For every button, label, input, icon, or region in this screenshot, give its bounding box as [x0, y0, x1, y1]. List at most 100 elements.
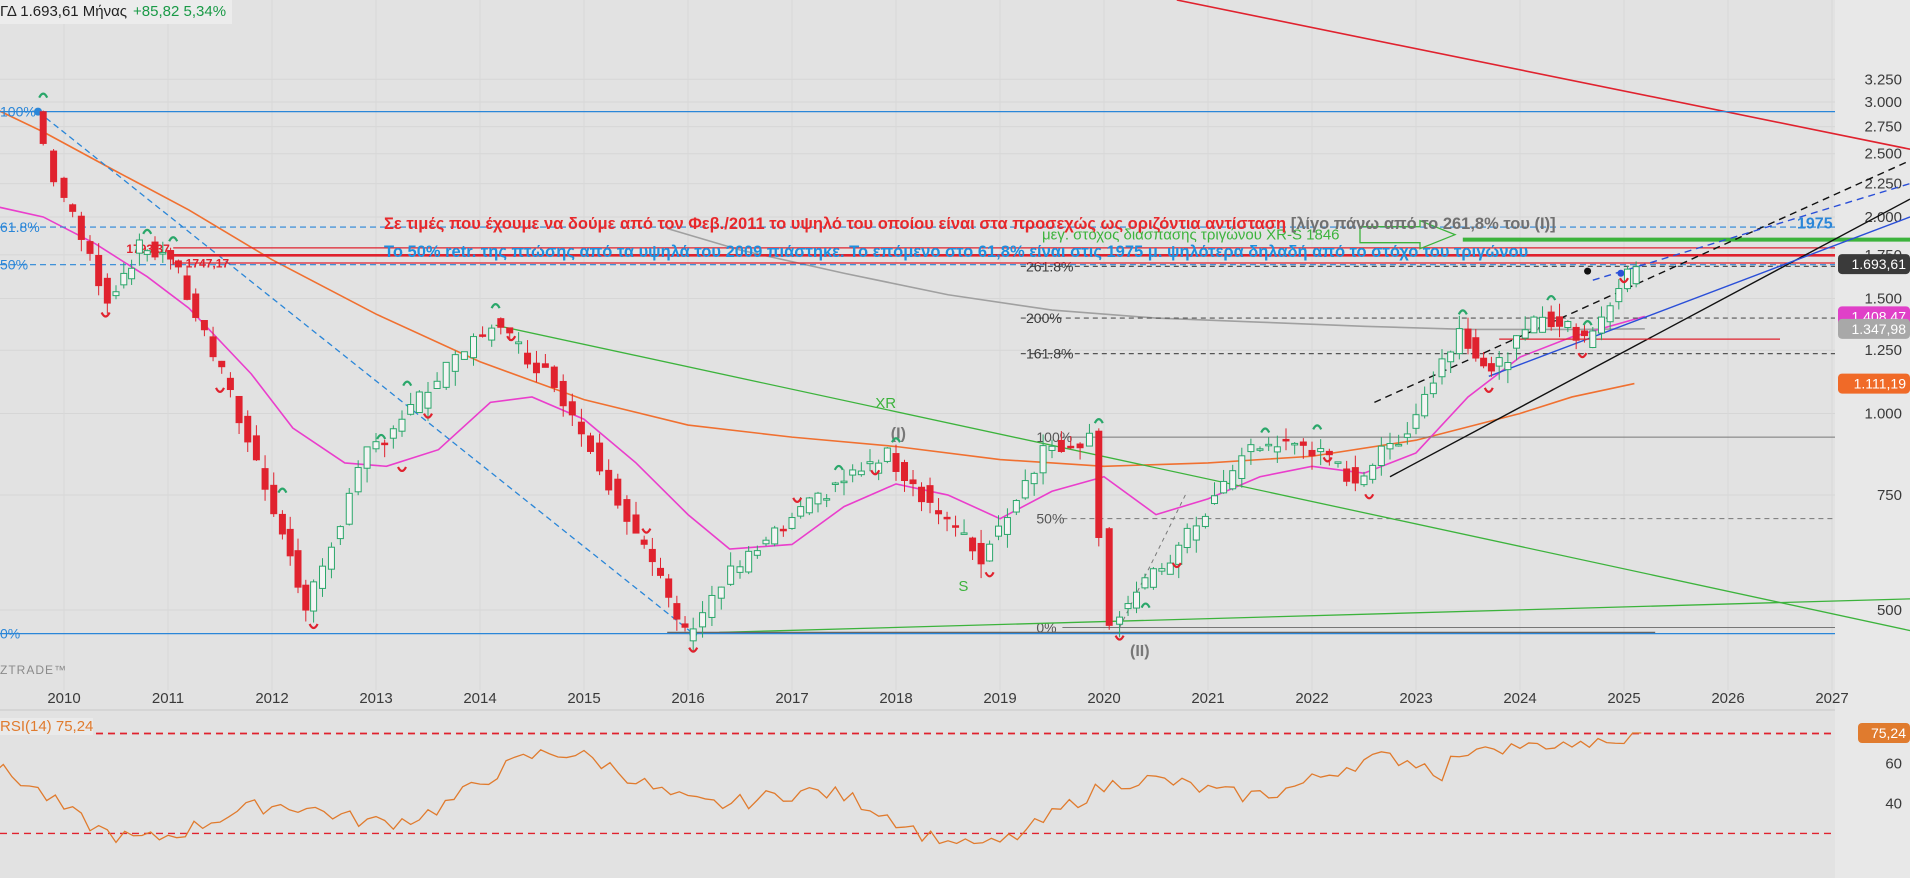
candle-body	[736, 566, 744, 573]
candle-body	[1149, 568, 1157, 588]
candle-body	[559, 380, 567, 407]
swing-high-marker-icon	[891, 437, 901, 443]
candle-body	[381, 442, 389, 446]
candle-body	[183, 275, 191, 300]
channel-black-dashed	[1374, 159, 1910, 403]
candle-body	[50, 150, 58, 183]
candle-body	[1429, 382, 1437, 395]
x-tick-label: 2017	[775, 690, 808, 707]
candle-body	[831, 482, 839, 485]
swing-low-marker-icon	[641, 528, 652, 534]
x-tick-label: 2013	[359, 690, 392, 707]
candle-body	[1175, 544, 1183, 565]
candle-body	[577, 421, 585, 435]
candle-body	[167, 250, 175, 260]
candle-body	[1201, 515, 1209, 527]
candle-body	[1360, 475, 1368, 486]
candle-body	[1597, 316, 1605, 334]
candle-body	[788, 517, 796, 529]
candle-body	[1513, 335, 1521, 349]
x-tick-label: 2012	[255, 690, 288, 707]
fib-extension-label: 200%	[1026, 310, 1062, 326]
candle-body	[294, 550, 302, 588]
candle-body	[1615, 288, 1623, 303]
candle-body	[605, 469, 613, 491]
candle-body	[699, 612, 707, 628]
candle-body	[310, 581, 318, 612]
candle-body	[174, 260, 182, 268]
candle-body	[1564, 321, 1572, 329]
fib-retracement-label: 100%	[0, 104, 36, 120]
candle-body	[892, 453, 900, 472]
candle-body	[151, 241, 159, 258]
y-tick-label: 1.000	[1864, 405, 1902, 422]
swing-low-marker-icon	[984, 571, 995, 578]
candle-body	[39, 111, 47, 144]
candle-body	[159, 252, 167, 255]
candle-body	[1105, 528, 1113, 626]
candle-body	[614, 478, 622, 506]
candle-body	[1455, 328, 1463, 355]
swing-high-marker-icon	[1546, 294, 1557, 301]
candle-body	[86, 241, 94, 254]
channel-anchor-blue	[1617, 269, 1625, 277]
candle-body	[1256, 448, 1264, 451]
candle-body	[1334, 461, 1342, 464]
price-tag-label: 1.693,61	[1852, 256, 1907, 272]
swing-low-marker-icon	[1171, 562, 1182, 569]
candle-body	[681, 623, 689, 628]
candle-body	[354, 467, 362, 493]
candle-body	[302, 584, 310, 611]
swing-high-marker-icon	[833, 464, 844, 471]
candle-body	[1299, 441, 1307, 446]
candle-body	[1273, 446, 1281, 453]
swing-high-marker-icon	[376, 433, 387, 440]
candle-body	[407, 404, 415, 415]
candle-body	[278, 513, 286, 535]
rsi-value-tag	[1858, 723, 1910, 743]
candle-body	[244, 415, 252, 443]
candle-body	[1067, 445, 1075, 449]
price-tag	[1838, 254, 1910, 275]
swing-low-marker-icon	[1577, 352, 1588, 359]
target-label: μεγ. στόχος διάσπασης τριγώνου XR-S 1846	[1042, 227, 1340, 244]
x-tick-label: 2024	[1503, 690, 1536, 707]
candle-body	[327, 546, 335, 570]
fib-extension-label: 261.8%	[1026, 258, 1073, 274]
candle-body	[926, 485, 934, 503]
rsi-tick-label: 40	[1885, 795, 1902, 812]
candle-body	[1395, 443, 1403, 447]
candle-body	[568, 401, 576, 416]
candle-body	[1351, 467, 1359, 484]
candle-body	[69, 204, 77, 212]
candle-body	[1238, 455, 1246, 479]
candle-body	[665, 578, 673, 598]
candle-body	[1247, 444, 1255, 453]
candle-body	[673, 603, 681, 620]
candle-body	[1556, 316, 1564, 327]
swing-high-marker-icon	[1312, 424, 1323, 430]
candle-body	[497, 318, 505, 328]
candle-body	[112, 291, 120, 297]
candle-body	[1504, 362, 1512, 371]
candle-body	[1211, 495, 1218, 505]
swing-high-marker-icon	[1093, 418, 1104, 424]
y-tick-label: 1.250	[1864, 342, 1902, 359]
y-tick-label: 3.250	[1864, 71, 1902, 88]
candle-body	[1166, 562, 1174, 575]
candle-body	[1124, 603, 1132, 610]
x-tick-label: 2019	[983, 690, 1016, 707]
candle-body	[1403, 433, 1411, 438]
candle-body	[515, 341, 523, 345]
annotation-retracement: Το 50% retr. της πτώσης από τα υψηλά του…	[384, 243, 1529, 261]
swing-low-marker-icon	[870, 469, 881, 476]
label-1975: 1975	[1797, 216, 1833, 233]
fib-retracement-label: 61.8%	[0, 219, 40, 235]
candle-body	[1229, 470, 1237, 490]
candle-body	[128, 267, 136, 280]
swing-high-marker-icon	[1582, 320, 1593, 326]
fib-small-label: 0%	[1036, 620, 1056, 636]
watermark: ZTRADE™	[0, 663, 67, 677]
